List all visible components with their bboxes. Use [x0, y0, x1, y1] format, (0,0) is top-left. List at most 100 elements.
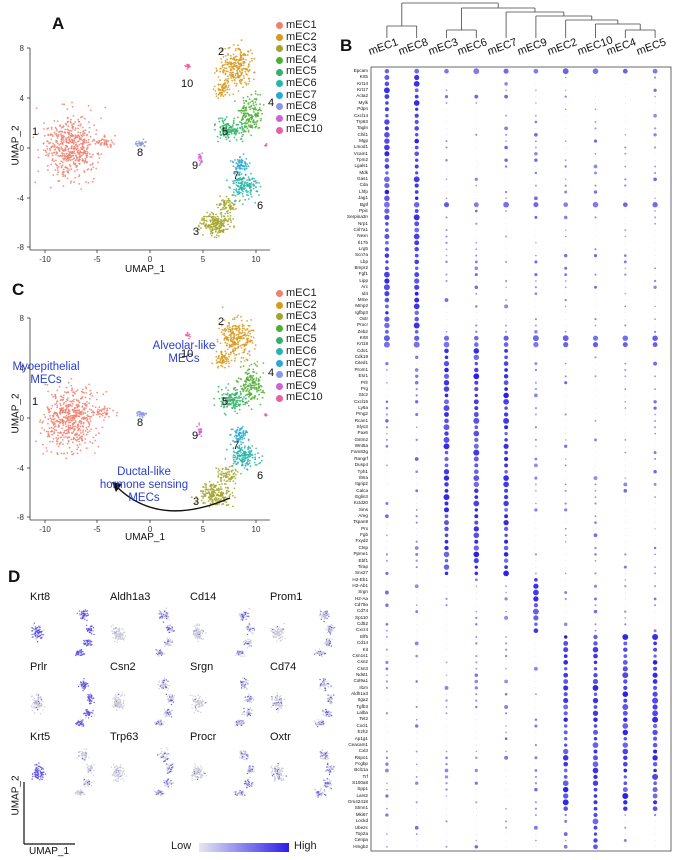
umap-cell: [64, 149, 67, 152]
trajectory-arrow: [117, 487, 231, 512]
umap-cell: [227, 223, 229, 226]
umap-cell: [55, 132, 58, 135]
umap-cell: [245, 397, 247, 400]
umap-cell: [247, 332, 250, 334]
umap-cell: [253, 121, 256, 124]
feature-cell: [238, 652, 241, 654]
umap-cell: [195, 495, 198, 498]
umap-cell: [244, 161, 246, 163]
feature-cell: [89, 641, 91, 643]
umap-cell: [238, 328, 241, 330]
umap-cell: [59, 402, 62, 405]
umap-cell: [222, 492, 225, 495]
umap-cell: [212, 223, 215, 226]
feature-cell: [249, 629, 251, 631]
umap-cell: [89, 441, 92, 443]
umap-cell: [228, 400, 231, 402]
umap-cell: [43, 128, 45, 130]
umap-cell: [251, 379, 254, 382]
feature-cell: [112, 624, 114, 626]
umap-cell: [240, 332, 243, 335]
umap-cell: [251, 456, 254, 459]
umap-cell: [224, 397, 226, 400]
umap-cell: [73, 429, 76, 431]
umap-cell: [255, 383, 258, 386]
umap-cell: [71, 425, 74, 427]
umap-cell: [70, 156, 72, 159]
feature-cell: [80, 725, 83, 727]
feature-cell: [279, 636, 282, 639]
umap-cell: [240, 54, 243, 57]
umap-cell: [211, 218, 214, 220]
feature-cell: [116, 641, 118, 644]
umap-cell: [258, 379, 261, 381]
umap-cell: [56, 167, 59, 169]
umap-cell: [247, 194, 250, 197]
feature-cell: [243, 611, 245, 613]
umap-cell: [251, 126, 254, 129]
feature-cell: [33, 629, 35, 631]
umap-cell: [239, 199, 241, 202]
umap-cell: [139, 415, 141, 418]
feature-cell: [87, 642, 89, 645]
umap-cell: [217, 87, 220, 90]
umap-cell: [243, 104, 245, 107]
umap-cell: [67, 131, 69, 134]
umap-cell: [50, 163, 52, 166]
umap-cell: [225, 501, 228, 504]
feature-cell: [40, 704, 43, 706]
feature-cell: [122, 632, 124, 634]
umap-cell: [46, 450, 48, 452]
umap-cell: [238, 173, 241, 176]
feature-cell: [253, 627, 255, 629]
umap-cell: [213, 228, 216, 231]
umap-cell: [65, 137, 67, 140]
umap-cell: [69, 135, 72, 137]
feature-cell: [79, 721, 81, 723]
umap-cell: [94, 439, 97, 442]
umap-cell: [235, 437, 238, 439]
umap-cell: [98, 413, 100, 415]
umap-cell: [87, 141, 90, 144]
y-axis-title-a: UMAP_2: [10, 125, 22, 166]
feature-cell: [331, 638, 334, 640]
umap-cell: [214, 499, 217, 502]
feature-cell: [326, 629, 328, 631]
umap-cell: [253, 71, 256, 74]
feature-cell: [35, 702, 37, 704]
umap-cell: [219, 486, 222, 488]
umap-cell: [70, 118, 72, 121]
umap-cell: [250, 378, 252, 381]
umap-cell: [219, 195, 222, 198]
umap-cell: [221, 306, 224, 309]
umap-cell: [244, 432, 247, 435]
umap-cell: [241, 177, 244, 180]
feature-cell: [83, 688, 85, 690]
umap-cell: [233, 64, 236, 66]
umap-cell: [51, 418, 53, 421]
umap-cell: [92, 436, 95, 439]
umap-cell: [217, 76, 220, 78]
umap-cell: [255, 103, 258, 106]
umap-cell: [70, 147, 73, 150]
umap-cell: [80, 417, 83, 420]
umap-cell: [232, 456, 235, 459]
umap-cell: [234, 49, 237, 52]
feature-cell: [334, 626, 336, 628]
feature-cell: [277, 631, 279, 633]
legend-item: mEC8: [276, 101, 323, 113]
umap-cell: [236, 388, 239, 391]
feature-cell: [197, 636, 200, 638]
umap-cell: [222, 401, 224, 404]
feature-cell: [89, 700, 91, 703]
feature-cell: [245, 642, 247, 644]
umap-cell: [247, 390, 250, 393]
umap-cell: [220, 93, 223, 96]
feature-cell: [34, 705, 36, 707]
umap-cell: [72, 123, 75, 125]
umap-cell: [246, 183, 248, 186]
feature-cell: [87, 685, 89, 687]
umap-cell: [259, 119, 262, 122]
umap-cell: [91, 140, 94, 143]
umap-cell: [228, 362, 231, 365]
